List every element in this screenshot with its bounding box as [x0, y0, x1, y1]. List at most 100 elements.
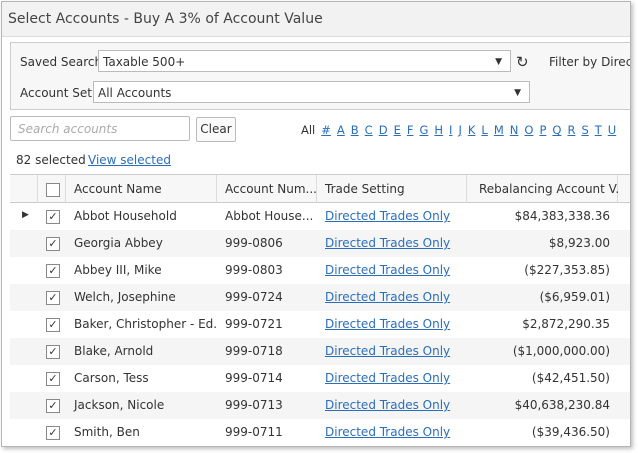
account-name: Blake, Arnold: [74, 344, 154, 358]
letter-filter[interactable]: B: [350, 123, 359, 137]
select-value: All Accounts: [98, 86, 172, 100]
table-row[interactable]: ✓ Jackson, Nicole 999-0713 Directed Trades …: [10, 392, 630, 419]
clear-button[interactable]: Clear: [196, 117, 236, 142]
account-number: 999-0718: [225, 344, 283, 358]
account-value: $84,383,338.36: [514, 209, 610, 223]
account-name: Baker, Christopher - Ed...: [74, 317, 217, 331]
table-row[interactable]: ✓ Smith, Ben 999-0711 Directed Trades Only (…: [10, 419, 630, 446]
row-checkbox[interactable]: ✓: [46, 318, 60, 332]
letter-filter[interactable]: G: [419, 123, 429, 137]
account-number: 999-0803: [225, 263, 283, 277]
accounts-grid: Account Name Account Num... Trade Setting R…: [10, 174, 630, 446]
trade-setting[interactable]: Directed Trades Only: [325, 290, 451, 304]
title-bar: Select Accounts - Buy A 3% of Account Va…: [2, 2, 630, 37]
letter-filter[interactable]: N: [509, 123, 519, 137]
column-header[interactable]: Account Num...: [217, 175, 317, 203]
select-value: Taxable 500+: [103, 55, 186, 69]
account-number: 999-0711: [225, 425, 283, 439]
trade-setting[interactable]: Directed Trades Only: [325, 263, 451, 277]
account-number: Abbot House...: [225, 209, 314, 223]
column-header: [618, 175, 630, 203]
table-row[interactable]: ▶ ✓ Abbot Household Abbot House... Directed …: [10, 203, 630, 230]
table-row[interactable]: ✓ Welch, Josephine 999-0724 Directed Trades…: [10, 284, 630, 311]
letter-filter[interactable]: O: [524, 123, 534, 137]
letter-filter[interactable]: I: [449, 123, 453, 137]
account-number: 999-0714: [225, 371, 283, 385]
letter-filter[interactable]: P: [539, 123, 547, 137]
account-name: Abbot Household: [74, 209, 177, 223]
row-checkbox[interactable]: ✓: [46, 237, 60, 251]
dialog-title: Select Accounts - Buy A 3% of Account Va…: [8, 11, 323, 27]
letter-filter[interactable]: D: [378, 123, 388, 137]
account-value: ($227,353.85): [524, 263, 610, 277]
letter-filter[interactable]: Q: [552, 123, 562, 137]
letter-filter[interactable]: U: [607, 123, 617, 137]
row-checkbox[interactable]: ✓: [46, 399, 60, 413]
row-checkbox[interactable]: ✓: [46, 264, 60, 278]
account-value: ($39,436.50): [531, 425, 610, 439]
table-row[interactable]: ✓ Carson, Tess 999-0714 Directed Trades Onl…: [10, 365, 630, 392]
trade-setting[interactable]: Directed Trades Only: [325, 425, 451, 439]
table-row[interactable]: ✓ Baker, Christopher - Ed... 999-0721 Direc…: [10, 311, 630, 338]
row-checkbox[interactable]: ✓: [46, 210, 60, 224]
column-header: [38, 175, 66, 203]
trade-setting[interactable]: Directed Trades Only: [325, 371, 451, 385]
letter-filter[interactable]: J: [458, 123, 462, 137]
row-checkbox[interactable]: ✓: [46, 426, 60, 440]
expand-arrow[interactable]: ▶: [22, 210, 29, 220]
letter-filter[interactable]: K: [467, 123, 476, 137]
account-value: ($42,451.50): [531, 371, 610, 385]
filter-panel: Saved Search: Taxable 500+ ▼ ↻ Filter by …: [10, 42, 631, 110]
column-header[interactable]: Account Name: [66, 175, 217, 203]
trade-setting[interactable]: Directed Trades Only: [325, 317, 451, 331]
view-selected-link[interactable]: View selected: [88, 153, 171, 167]
account-value: $8,923.00: [548, 236, 610, 250]
account-value: $2,872,290.35: [522, 317, 610, 331]
letter-filter[interactable]: C: [364, 123, 373, 137]
trade-setting[interactable]: Directed Trades Only: [325, 398, 451, 412]
table-row[interactable]: ✓ Blake, Arnold 999-0718 Directed Trades On…: [10, 338, 630, 365]
account-value: ($1,000,000.00): [512, 344, 610, 358]
letter-filter[interactable]: E: [393, 123, 401, 137]
letter-filter[interactable]: L: [481, 123, 488, 137]
row-checkbox[interactable]: ✓: [46, 291, 60, 305]
alphabet-filter: All # A B C D E F G H I J K L M N O P Q R S T U: [301, 123, 616, 137]
account-number: 999-0724: [225, 290, 283, 304]
letter-filter[interactable]: #: [321, 123, 331, 137]
trade-setting[interactable]: Directed Trades Only: [325, 209, 451, 223]
all-filter[interactable]: All: [301, 123, 316, 137]
table-row[interactable]: ✓ Abbey III, Mike 999-0803 Directed Trades …: [10, 257, 630, 284]
column-header: [10, 175, 38, 203]
account-set-select[interactable]: All Accounts ▼: [93, 81, 530, 103]
label: Filter by Direct: [549, 55, 631, 69]
trade-setting[interactable]: Directed Trades Only: [325, 344, 451, 358]
account-name: Carson, Tess: [74, 371, 149, 385]
account-name: Abbey III, Mike: [74, 263, 162, 277]
saved-search-select[interactable]: Taxable 500+ ▼: [98, 50, 511, 72]
letter-filter[interactable]: S: [581, 123, 589, 137]
column-header[interactable]: Rebalancing Account V...: [467, 175, 627, 203]
letter-filter[interactable]: T: [594, 123, 602, 137]
search-input[interactable]: Search accounts: [10, 116, 190, 141]
column-header[interactable]: Trade Setting: [317, 175, 467, 203]
trade-setting[interactable]: Directed Trades Only: [325, 236, 451, 250]
letter-filter[interactable]: M: [493, 123, 504, 137]
dialog: Select Accounts - Buy A 3% of Account Va…: [1, 1, 631, 447]
account-name: Jackson, Nicole: [74, 398, 165, 412]
header-checkbox[interactable]: [46, 183, 60, 197]
account-value: ($6,959.01): [539, 290, 610, 304]
table-row[interactable]: ✓ Georgia Abbey 999-0806 Directed Trades On…: [10, 230, 630, 257]
account-name: Welch, Josephine: [74, 290, 176, 304]
letter-filter[interactable]: H: [434, 123, 444, 137]
account-number: 999-0713: [225, 398, 283, 412]
account-name: Georgia Abbey: [74, 236, 163, 250]
account-name: Smith, Ben: [74, 425, 140, 439]
row-checkbox[interactable]: ✓: [46, 372, 60, 386]
letter-filter[interactable]: A: [336, 123, 345, 137]
letter-filter[interactable]: R: [567, 123, 576, 137]
account-number: 999-0806: [225, 236, 283, 250]
label: Account Set:: [20, 86, 97, 100]
refresh-icon[interactable]: ↻: [516, 53, 529, 71]
row-checkbox[interactable]: ✓: [46, 345, 60, 359]
letter-filter[interactable]: F: [406, 123, 414, 137]
